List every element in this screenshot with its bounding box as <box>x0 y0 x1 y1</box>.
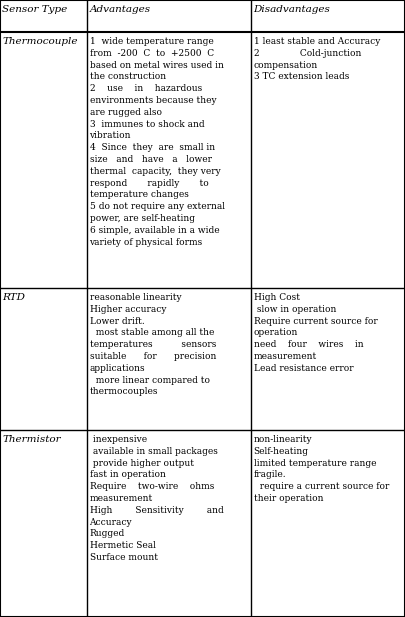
Text: RTD: RTD <box>2 293 26 302</box>
Text: Disadvantages: Disadvantages <box>254 5 330 14</box>
Text: Sensor Type: Sensor Type <box>2 5 68 14</box>
Text: Advantages: Advantages <box>90 5 151 14</box>
Text: inexpensive
 available in small packages
 provide higher output
fast in operatio: inexpensive available in small packages … <box>90 435 223 562</box>
Text: reasonable linearity
Higher accuracy
Lower drift.
  most stable among all the
te: reasonable linearity Higher accuracy Low… <box>90 293 216 397</box>
Text: High Cost
 slow in operation
Require current source for
operation
need    four  : High Cost slow in operation Require curr… <box>254 293 377 373</box>
Text: non-linearity
Self-heating
limited temperature range
fragile.
  require a curren: non-linearity Self-heating limited tempe… <box>254 435 389 503</box>
Text: Thermocouple: Thermocouple <box>2 37 78 46</box>
Text: 1 least stable and Accuracy
2              Cold-junction
compensation
3 TC exten: 1 least stable and Accuracy 2 Cold-junct… <box>254 37 380 81</box>
Text: 1  wide temperature range
from  -200  C  to  +2500  C
based on metal wires used : 1 wide temperature range from -200 C to … <box>90 37 224 247</box>
Text: Thermistor: Thermistor <box>2 435 61 444</box>
